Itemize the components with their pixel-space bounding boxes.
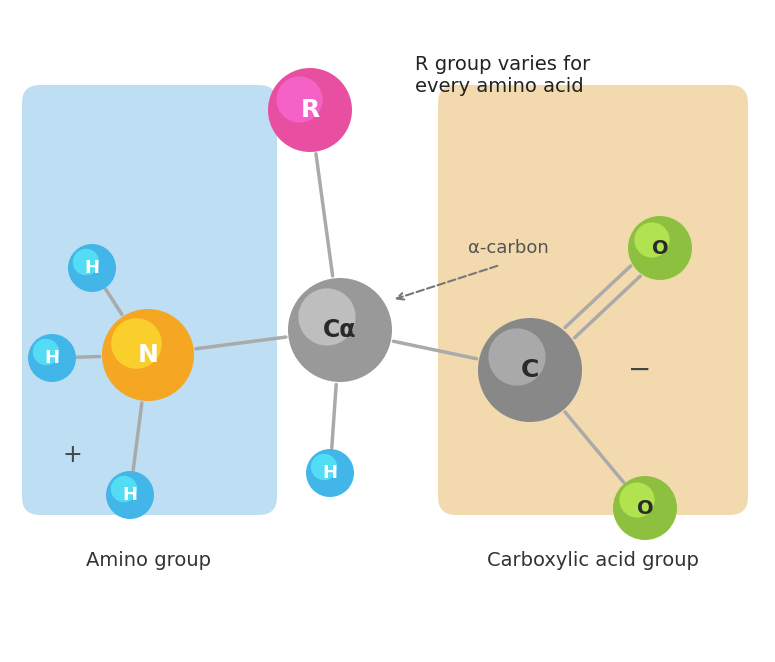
Circle shape <box>68 244 116 292</box>
Text: α-carbon: α-carbon <box>468 239 549 257</box>
Text: C: C <box>521 358 539 382</box>
Circle shape <box>268 68 352 152</box>
Text: H: H <box>44 349 60 367</box>
Text: −: − <box>629 356 652 384</box>
Text: O: O <box>652 238 668 258</box>
Circle shape <box>28 334 76 382</box>
Circle shape <box>277 76 322 122</box>
Circle shape <box>111 318 162 369</box>
Text: Cα: Cα <box>323 318 357 342</box>
Text: Carboxylic acid group: Carboxylic acid group <box>487 551 699 569</box>
Circle shape <box>288 278 392 382</box>
Circle shape <box>298 289 356 346</box>
FancyBboxPatch shape <box>22 85 277 515</box>
Text: H: H <box>122 486 137 504</box>
Text: Amino group: Amino group <box>85 551 211 569</box>
Text: +: + <box>62 443 82 467</box>
Circle shape <box>102 309 194 401</box>
Circle shape <box>106 471 154 519</box>
Text: R group varies for
every amino acid: R group varies for every amino acid <box>415 55 591 96</box>
Circle shape <box>311 453 337 480</box>
Circle shape <box>478 318 582 422</box>
Text: N: N <box>138 343 158 367</box>
Circle shape <box>628 216 692 280</box>
FancyBboxPatch shape <box>438 85 748 515</box>
Text: H: H <box>322 464 337 482</box>
Circle shape <box>613 476 677 540</box>
Circle shape <box>635 222 670 258</box>
Circle shape <box>33 339 59 365</box>
Circle shape <box>306 449 354 497</box>
Text: H: H <box>84 259 99 277</box>
Text: R: R <box>301 98 319 122</box>
Circle shape <box>73 249 99 275</box>
Circle shape <box>488 328 546 385</box>
Text: O: O <box>637 498 653 518</box>
Circle shape <box>619 483 655 518</box>
Circle shape <box>111 476 137 502</box>
